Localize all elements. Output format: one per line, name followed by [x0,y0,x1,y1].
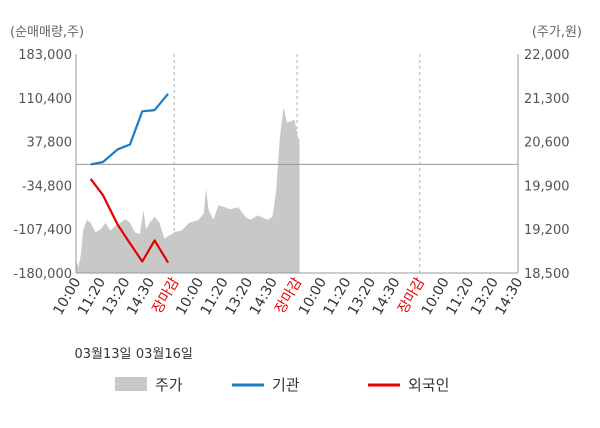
right-axis-unit: (주가,원) [532,25,582,40]
right-tick-label: 20,600 [524,136,570,151]
left-tick-label: 110,400 [18,92,72,107]
series-layer [89,93,170,264]
series-line-institution [90,93,169,166]
legend-swatch-price [115,377,147,391]
legend-label: 주가 [155,376,183,394]
left-tick-label: -107,400 [14,223,72,238]
right-tick-label: 19,900 [524,179,570,194]
price-area-layer [76,107,300,273]
left-tick-label: -180,000 [14,267,72,282]
axis-layer [75,54,519,274]
right-tick-label: 21,300 [524,92,570,107]
price-area [76,107,300,273]
left-tick-label: 37,800 [27,136,73,151]
legend-layer: 주가 기관 외국인 [115,376,449,394]
right-tick-label: 18,500 [524,267,570,282]
legend-label: 외국인 [408,376,449,394]
series-line-foreign [89,178,170,264]
left-tick-label: -34,800 [22,179,72,194]
right-tick-label: 19,200 [524,223,570,238]
date-label: 03월13일 [75,347,132,362]
left-tick-label: 183,000 [18,48,72,63]
right-tick-label: 22,000 [524,48,570,63]
legend-label: 기관 [272,376,300,394]
left-axis-unit: (순매매량,주) [10,25,84,40]
date-label: 03월16일 [136,347,193,362]
